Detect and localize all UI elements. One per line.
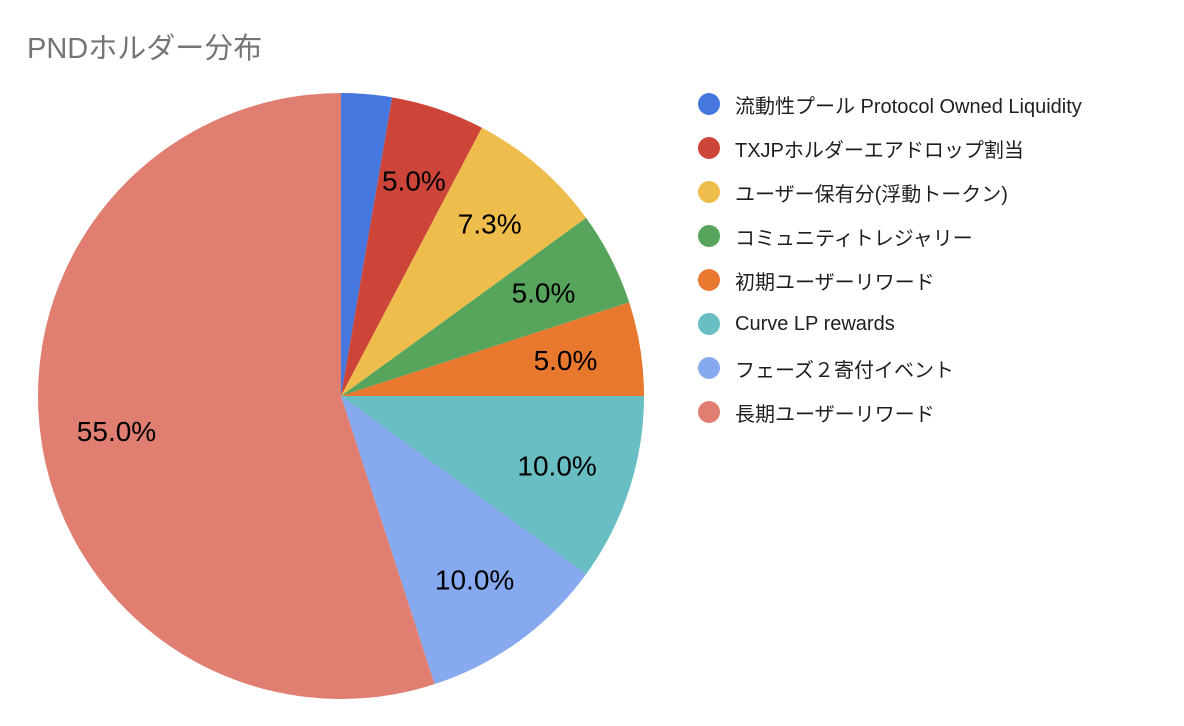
legend-item-label: TXJPホルダーエアドロップ割当 [735,139,1024,162]
legend-swatch-icon [698,137,720,159]
legend-item-6[interactable]: フェーズ２寄付イベント [698,357,1082,382]
pie-slice-1[interactable] [341,97,482,396]
slice-percent-label-6: 10.0% [435,564,514,595]
slice-percent-label-3: 5.0% [512,277,576,308]
slice-percent-label-5: 10.0% [517,451,596,482]
legend-item-3[interactable]: コミュニティトレジャリー [698,225,1082,250]
pie-slice-4[interactable] [341,302,644,396]
slice-percent-label-4: 5.0% [534,345,598,376]
chart-title: PNDホルダー分布 [27,33,263,65]
pie-slice-2[interactable] [341,127,587,396]
pie-slice-3[interactable] [341,217,630,396]
legend-swatch-icon [698,401,720,423]
legend-item-label: ユーザー保有分(浮動トークン) [735,183,1008,206]
legend-swatch-icon [698,313,720,335]
legend-item-label: Curve LP rewards [735,312,895,335]
legend-item-5[interactable]: Curve LP rewards [698,313,1082,335]
pie-slice-5[interactable] [341,396,644,575]
legend-item-7[interactable]: 長期ユーザーリワード [698,401,1082,426]
legend-swatch-icon [698,93,720,115]
legend-item-1[interactable]: TXJPホルダーエアドロップ割当 [698,137,1082,162]
pie-chart: 5.0% 7.3% 5.0% 5.0% 10.0% 10.0% 55.0% [38,93,644,699]
legend-swatch-icon [698,357,720,379]
pie-slice-0[interactable] [341,93,393,396]
slice-percent-label-1: 5.0% [382,165,446,196]
legend-swatch-icon [698,269,720,291]
legend-item-4[interactable]: 初期ユーザーリワード [698,269,1082,294]
legend-item-0[interactable]: 流動性プール Protocol Owned Liquidity [698,93,1082,118]
legend-swatch-icon [698,181,720,203]
legend-item-label: フェーズ２寄付イベント [735,359,954,382]
pie-slice-6[interactable] [341,396,587,685]
slice-percent-label-2: 7.3% [458,209,522,240]
legend-swatch-icon [698,225,720,247]
legend-item-label: 長期ユーザーリワード [735,403,935,426]
legend: 流動性プール Protocol Owned Liquidity TXJPホルダーエ… [698,93,1082,445]
slice-percent-label-7: 55.0% [77,416,156,447]
legend-item-label: 流動性プール Protocol Owned Liquidity [735,95,1082,118]
legend-item-label: コミュニティトレジャリー [735,227,973,250]
legend-item-label: 初期ユーザーリワード [735,271,935,294]
pie-slice-7[interactable] [38,93,435,699]
legend-item-2[interactable]: ユーザー保有分(浮動トークン) [698,181,1082,206]
